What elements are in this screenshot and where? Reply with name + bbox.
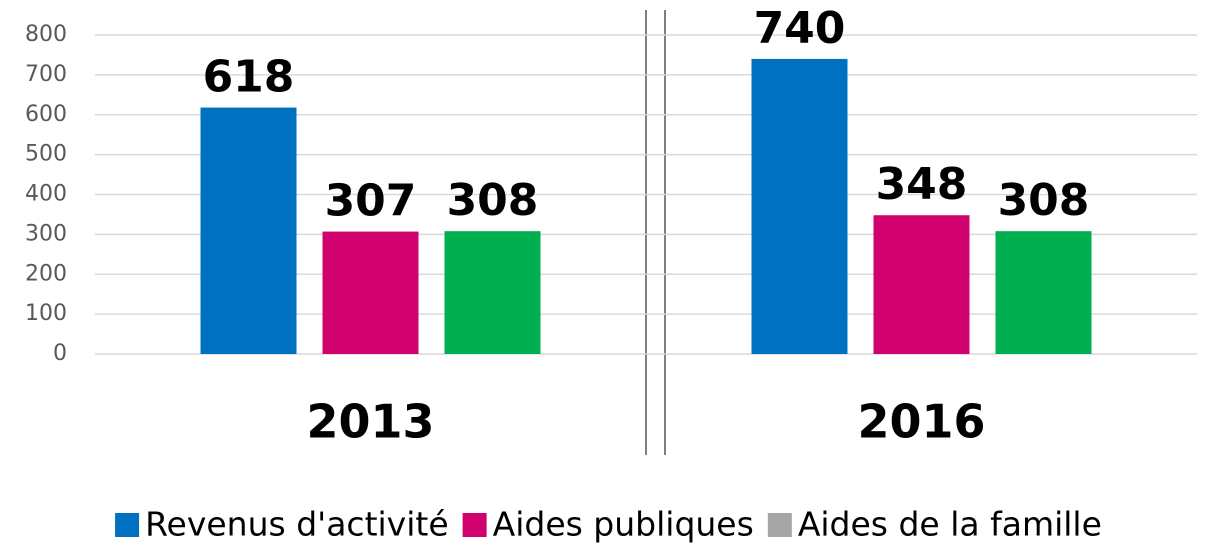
- y-tick-label: 800: [25, 22, 67, 47]
- bar: [873, 215, 970, 354]
- y-tick-label: 600: [25, 102, 67, 127]
- y-tick-label: 700: [25, 62, 67, 87]
- value-label: 307: [325, 176, 417, 227]
- legend-swatch: [462, 513, 487, 537]
- legend-swatch: [115, 513, 140, 537]
- legend-label: Revenus d'activité: [145, 505, 449, 544]
- legend-label: Aides de la famille: [798, 505, 1102, 544]
- value-label: 308: [447, 175, 539, 226]
- y-tick-label: 200: [25, 261, 67, 286]
- bar: [444, 231, 541, 354]
- y-tick-label: 500: [25, 142, 67, 167]
- x-tick-label: 2016: [857, 395, 985, 449]
- y-tick-label: 100: [25, 301, 67, 326]
- value-label: 348: [876, 159, 968, 210]
- legend-label: Aides publiques: [493, 505, 754, 544]
- bar: [751, 58, 848, 355]
- y-tick-label: 0: [53, 341, 67, 366]
- value-label: 740: [754, 3, 846, 54]
- y-tick-label: 400: [25, 182, 67, 207]
- bar: [322, 231, 419, 354]
- value-label: 618: [203, 52, 295, 103]
- legend-swatch: [767, 513, 792, 537]
- bar: [995, 231, 1092, 354]
- x-tick-label: 2013: [306, 395, 434, 449]
- y-tick-label: 300: [25, 221, 67, 246]
- bar: [200, 107, 297, 354]
- value-label: 308: [998, 175, 1090, 226]
